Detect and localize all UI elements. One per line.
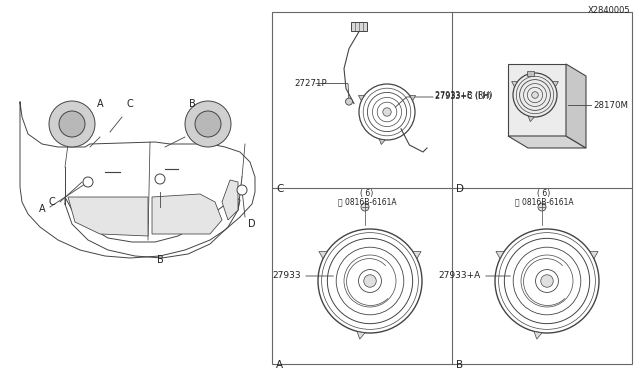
Circle shape — [237, 185, 247, 195]
Text: 28170M: 28170M — [593, 100, 628, 109]
Circle shape — [185, 101, 231, 147]
Circle shape — [195, 111, 221, 137]
Text: Ⓢ 0816B-6161A: Ⓢ 0816B-6161A — [338, 197, 396, 206]
Circle shape — [383, 108, 391, 116]
Text: ( 6): ( 6) — [360, 189, 374, 198]
Text: B: B — [189, 99, 195, 109]
Text: 27271P: 27271P — [294, 79, 326, 88]
Circle shape — [538, 203, 546, 211]
Text: B: B — [157, 255, 163, 265]
Polygon shape — [508, 64, 566, 136]
Text: C: C — [276, 184, 284, 194]
Polygon shape — [222, 180, 238, 220]
Polygon shape — [552, 81, 558, 87]
Circle shape — [83, 177, 93, 187]
Bar — [351, 22, 367, 31]
Polygon shape — [496, 251, 504, 259]
Text: 27933: 27933 — [273, 272, 301, 280]
Polygon shape — [534, 331, 542, 339]
Text: A: A — [38, 204, 45, 214]
Polygon shape — [511, 81, 518, 87]
Text: X2840005: X2840005 — [588, 6, 630, 15]
Text: 27933+A: 27933+A — [439, 272, 481, 280]
Text: C: C — [49, 197, 56, 207]
Circle shape — [155, 174, 165, 184]
Polygon shape — [590, 251, 598, 259]
Text: B: B — [456, 360, 463, 370]
Polygon shape — [379, 139, 385, 144]
Circle shape — [541, 275, 553, 287]
Polygon shape — [413, 251, 421, 259]
Text: A: A — [97, 99, 103, 109]
Text: D: D — [456, 184, 464, 194]
Polygon shape — [528, 116, 534, 122]
Text: D: D — [248, 219, 256, 229]
Circle shape — [361, 203, 369, 211]
Circle shape — [49, 101, 95, 147]
Text: 27933+C (LH): 27933+C (LH) — [435, 92, 492, 101]
Text: 27933+B (RH): 27933+B (RH) — [435, 91, 493, 100]
Polygon shape — [566, 64, 586, 148]
Polygon shape — [508, 136, 586, 148]
Text: A: A — [276, 360, 283, 370]
Polygon shape — [152, 194, 222, 234]
Polygon shape — [358, 95, 364, 100]
Polygon shape — [357, 331, 365, 339]
Circle shape — [59, 111, 85, 137]
Circle shape — [532, 92, 538, 98]
Bar — [527, 71, 534, 76]
Circle shape — [346, 98, 353, 105]
Bar — [272, 12, 632, 364]
Circle shape — [364, 275, 376, 287]
Text: Ⓢ 0816B-6161A: Ⓢ 0816B-6161A — [515, 197, 573, 206]
Polygon shape — [319, 251, 327, 259]
Text: ( 6): ( 6) — [538, 189, 550, 198]
Polygon shape — [410, 95, 415, 100]
Polygon shape — [68, 197, 148, 236]
Text: C: C — [127, 99, 133, 109]
